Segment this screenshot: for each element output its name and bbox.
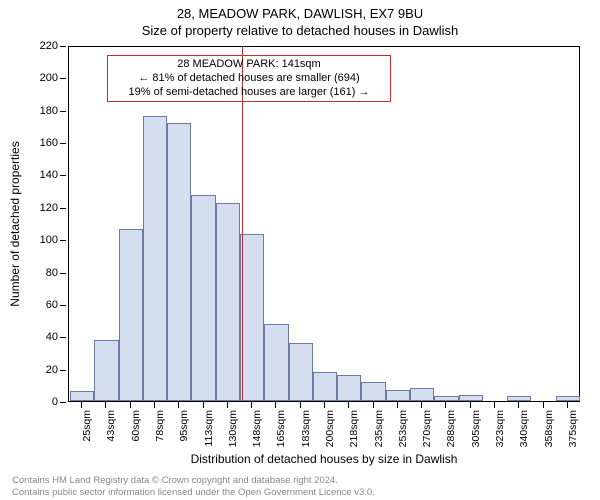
x-tick-mark <box>130 402 131 408</box>
x-axis-label: Distribution of detached houses by size … <box>68 452 580 466</box>
title-subtitle: Size of property relative to detached ho… <box>0 21 600 42</box>
x-tick-label: 95sqm <box>178 410 190 442</box>
x-tick-mark <box>397 402 398 408</box>
annotation-line-3: 19% of semi-detached houses are larger (… <box>114 86 384 100</box>
x-tick-label: 270sqm <box>421 410 433 447</box>
title-address: 28, MEADOW PARK, DAWLISH, EX7 9BU <box>0 0 600 21</box>
y-tick-label: 40 <box>8 331 58 343</box>
histogram-bar <box>434 396 458 401</box>
x-tick-label: 60sqm <box>130 410 142 442</box>
y-tick-label: 80 <box>8 267 58 279</box>
y-tick-label: 120 <box>8 202 58 214</box>
y-tick-mark <box>60 46 66 47</box>
x-tick-label: 235sqm <box>373 410 385 447</box>
x-tick-label: 25sqm <box>81 410 93 442</box>
histogram-bar <box>191 195 215 401</box>
x-tick-mark <box>348 402 349 408</box>
x-tick-label: 130sqm <box>227 410 239 447</box>
y-tick-label: 20 <box>8 364 58 376</box>
histogram-bar <box>167 123 191 401</box>
x-tick-mark <box>470 402 471 408</box>
annotation-line-1: 28 MEADOW PARK: 141sqm <box>114 58 384 72</box>
x-tick-mark <box>203 402 204 408</box>
annotation-box: 28 MEADOW PARK: 141sqm ← 81% of detached… <box>107 55 391 102</box>
y-tick-mark <box>60 402 66 403</box>
x-tick-label: 200sqm <box>324 410 336 447</box>
x-tick-mark <box>373 402 374 408</box>
x-tick-label: 340sqm <box>518 410 530 447</box>
x-tick-label: 305sqm <box>470 410 482 447</box>
y-axis-ticks: 020406080100120140160180200220 <box>0 46 66 402</box>
x-tick-label: 113sqm <box>203 410 215 447</box>
histogram-bar <box>507 396 531 401</box>
x-tick-mark <box>227 402 228 408</box>
histogram-bar <box>94 340 118 401</box>
histogram-bar <box>216 203 240 401</box>
y-tick-label: 220 <box>8 40 58 52</box>
y-tick-label: 160 <box>8 137 58 149</box>
x-tick-mark <box>275 402 276 408</box>
y-tick-mark <box>60 305 66 306</box>
x-tick-label: 78sqm <box>154 410 166 442</box>
histogram-bar <box>361 382 385 401</box>
y-tick-label: 0 <box>8 396 58 408</box>
x-tick-mark <box>251 402 252 408</box>
x-tick-label: 375sqm <box>567 410 579 447</box>
footer-attribution: Contains HM Land Registry data © Crown c… <box>12 475 375 498</box>
y-tick-mark <box>60 111 66 112</box>
histogram-bar <box>143 116 167 401</box>
x-tick-label: 218sqm <box>348 410 360 447</box>
y-tick-label: 140 <box>8 169 58 181</box>
x-tick-mark <box>300 402 301 408</box>
y-tick-mark <box>60 78 66 79</box>
x-tick-mark <box>543 402 544 408</box>
x-tick-mark <box>178 402 179 408</box>
histogram-bar <box>337 375 361 401</box>
x-tick-label: 43sqm <box>105 410 117 442</box>
x-tick-mark <box>518 402 519 408</box>
x-tick-mark <box>421 402 422 408</box>
x-tick-mark <box>494 402 495 408</box>
plot-area: 28 MEADOW PARK: 141sqm ← 81% of detached… <box>68 46 580 402</box>
histogram-bar <box>70 391 94 401</box>
y-tick-label: 180 <box>8 105 58 117</box>
histogram-bar <box>289 343 313 401</box>
histogram-bar <box>459 395 483 401</box>
x-tick-mark <box>105 402 106 408</box>
x-tick-label: 358sqm <box>543 410 555 447</box>
x-tick-label: 183sqm <box>300 410 312 447</box>
x-tick-mark <box>81 402 82 408</box>
histogram-bar <box>410 388 434 401</box>
footer-line-2: Contains public sector information licen… <box>12 487 375 498</box>
x-tick-label: 288sqm <box>445 410 457 447</box>
y-tick-label: 60 <box>8 299 58 311</box>
y-tick-mark <box>60 337 66 338</box>
x-tick-label: 253sqm <box>397 410 409 447</box>
x-tick-label: 323sqm <box>494 410 506 447</box>
y-tick-mark <box>60 370 66 371</box>
x-tick-label: 148sqm <box>251 410 263 447</box>
histogram-bar <box>556 396 580 401</box>
x-tick-mark <box>445 402 446 408</box>
footer-line-1: Contains HM Land Registry data © Crown c… <box>12 475 375 486</box>
x-tick-label: 165sqm <box>275 410 287 447</box>
y-tick-mark <box>60 208 66 209</box>
histogram-bar <box>264 324 288 401</box>
y-tick-mark <box>60 273 66 274</box>
histogram-bar <box>240 234 264 401</box>
y-tick-mark <box>60 240 66 241</box>
y-tick-label: 100 <box>8 234 58 246</box>
y-tick-mark <box>60 175 66 176</box>
x-tick-mark <box>154 402 155 408</box>
figure-container: 28, MEADOW PARK, DAWLISH, EX7 9BU Size o… <box>0 0 600 500</box>
histogram-bar <box>386 390 410 401</box>
annotation-line-2: ← 81% of detached houses are smaller (69… <box>114 72 384 86</box>
y-tick-label: 200 <box>8 72 58 84</box>
x-tick-mark <box>324 402 325 408</box>
histogram-bar <box>119 229 143 401</box>
y-tick-mark <box>60 143 66 144</box>
x-tick-mark <box>567 402 568 408</box>
histogram-bar <box>313 372 337 401</box>
